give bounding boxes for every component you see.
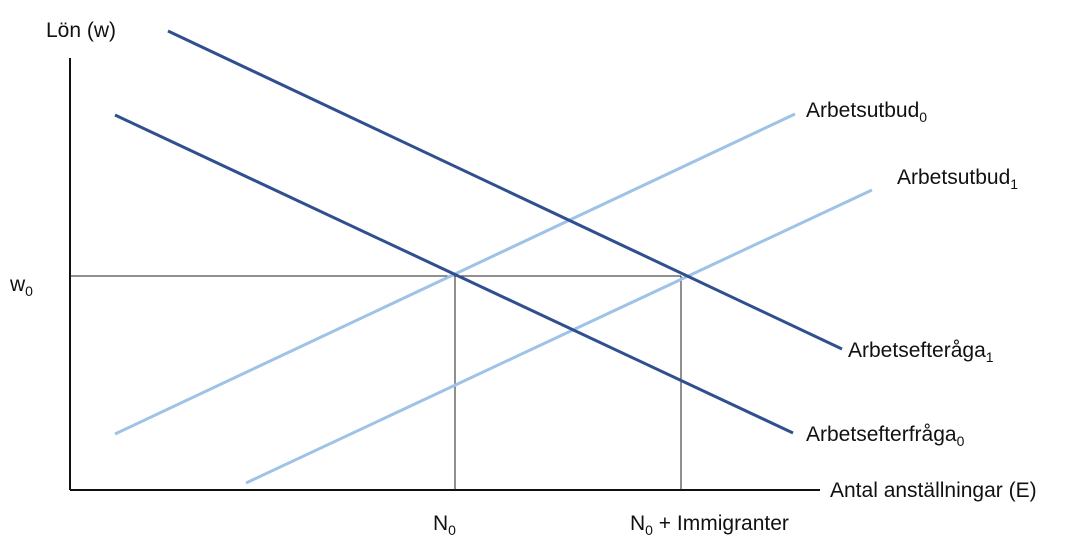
supply-1-label: Arbetsutbud1 — [897, 166, 1018, 192]
n1-label: N0 + Immigranter — [630, 512, 789, 537]
supply-1-label-sub: 1 — [1010, 176, 1018, 192]
demand-0-label-base: Arbetsefterfråga — [806, 423, 957, 446]
n1-label-sub: 0 — [645, 522, 653, 537]
demand-1-label-base: Arbetsefteråga — [848, 339, 986, 362]
demand-0-label: Arbetsefterfråga0 — [806, 423, 965, 449]
wage-label-base: w — [9, 273, 26, 296]
supply-0-label: Arbetsutbud0 — [806, 99, 927, 125]
n0-label-base: N — [433, 512, 448, 535]
supply-1-label-base: Arbetsutbud — [897, 166, 1010, 189]
demand-1-label: Arbetsefteråga1 — [848, 339, 994, 365]
y-axis-label: Lön (w) — [46, 19, 116, 42]
demand-curve-0 — [114, 113, 794, 435]
n1-label-suffix: + Immigranter — [653, 512, 789, 535]
supply-0-label-sub: 0 — [919, 109, 927, 125]
supply-0-label-base: Arbetsutbud — [806, 99, 919, 122]
wage-label: w0 — [9, 273, 33, 299]
demand-1-label-sub: 1 — [986, 349, 994, 365]
demand-curve-1 — [167, 29, 843, 351]
wage-label-sub: 0 — [25, 283, 33, 299]
n0-label: N0 — [433, 512, 456, 537]
x-axis-label: Antal anställningar (E) — [830, 479, 1037, 502]
n1-label-base: N — [630, 512, 645, 535]
demand-0-label-sub: 0 — [957, 433, 965, 449]
supply-curve-1 — [245, 188, 873, 485]
n0-label-sub: 0 — [448, 522, 456, 537]
